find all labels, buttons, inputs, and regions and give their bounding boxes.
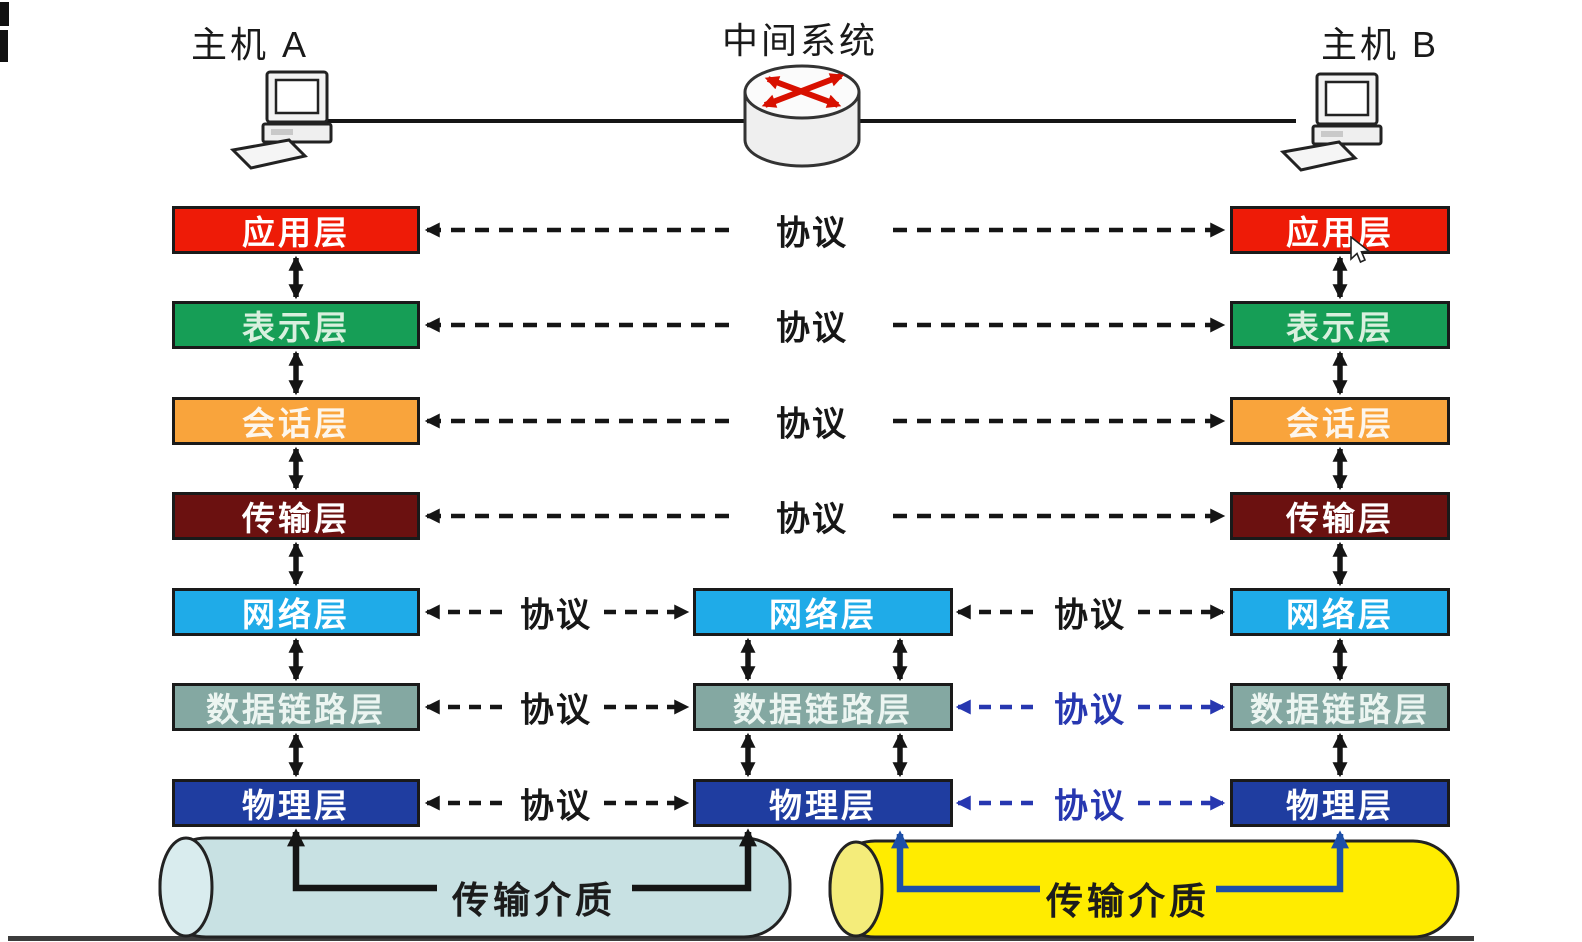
left-medium-cylinder [158,828,792,939]
router-icon [743,64,861,168]
layer-box-network-mid: 网络层 [693,588,953,636]
layer-box-datalink-a: 数据链路层 [172,683,420,731]
host-b-title: 主机 B [1320,24,1440,65]
transmission-medium-label-left: 传输介质 [452,880,616,921]
layer-box-application-a: 应用层 [172,206,420,254]
protocol-label-physical-left: 协议 [520,787,592,826]
transmission-medium-label-right: 传输介质 [1046,881,1210,922]
computer-icon [1279,72,1383,172]
layer-box-transport-a: 传输层 [172,492,420,540]
protocol-label-physical-right: 协议 [1054,787,1126,826]
layer-box-datalink-b: 数据链路层 [1230,683,1450,731]
protocol-label-network-left: 协议 [520,596,592,635]
protocol-label-transport: 协议 [776,500,848,539]
layer-box-network-a: 网络层 [172,588,420,636]
middle-interlayer-arrows [740,637,908,778]
layer-box-physical-b: 物理层 [1230,779,1450,827]
protocol-links-upper [424,222,1226,524]
computer-icon [229,70,333,170]
layer-box-transport-b: 传输层 [1230,492,1450,540]
protocol-links-right-lower [955,604,1226,811]
protocol-label-datalink-right: 协议 [1054,691,1126,730]
protocol-label-presentation: 协议 [776,309,848,348]
protocol-label-application: 协议 [776,214,848,253]
layer-box-physical-mid: 物理层 [693,779,953,827]
protocol-label-datalink-left: 协议 [520,691,592,730]
layer-box-datalink-mid: 数据链路层 [693,683,953,731]
layer-box-presentation-b: 表示层 [1230,301,1450,349]
mouse-cursor [1350,236,1372,264]
middle-system-title: 中间系统 [721,20,879,61]
host-a-title: 主机 A [190,24,310,65]
right-medium-cylinder [828,830,1460,939]
layer-box-session-a: 会话层 [172,397,420,445]
layer-box-application-b: 应用层 [1230,206,1450,254]
protocol-label-session: 协议 [776,405,848,444]
layer-box-network-b: 网络层 [1230,588,1450,636]
protocol-links-left-lower [424,604,690,811]
layer-box-session-b: 会话层 [1230,397,1450,445]
layer-box-physical-a: 物理层 [172,779,420,827]
layer-box-presentation-a: 表示层 [172,301,420,349]
protocol-label-network-right: 协议 [1054,596,1126,635]
